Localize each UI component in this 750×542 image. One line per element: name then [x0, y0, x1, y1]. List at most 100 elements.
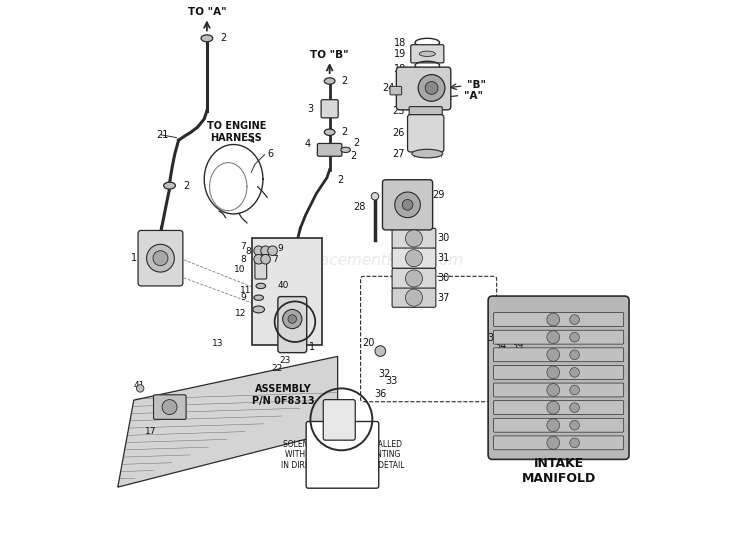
FancyBboxPatch shape	[138, 230, 183, 286]
Text: 17: 17	[145, 427, 156, 436]
Text: "B": "B"	[467, 80, 486, 91]
Circle shape	[402, 199, 413, 210]
Circle shape	[375, 346, 386, 357]
Circle shape	[570, 350, 580, 359]
Text: 13: 13	[212, 339, 223, 347]
Circle shape	[570, 367, 580, 377]
FancyBboxPatch shape	[494, 365, 624, 379]
Ellipse shape	[256, 283, 266, 288]
FancyBboxPatch shape	[488, 296, 629, 460]
Ellipse shape	[201, 35, 213, 42]
Text: TO "B": TO "B"	[310, 50, 349, 60]
FancyBboxPatch shape	[410, 107, 442, 115]
Circle shape	[570, 385, 580, 395]
Text: 29: 29	[433, 190, 445, 199]
Text: 12: 12	[235, 309, 246, 318]
Text: 40: 40	[278, 281, 290, 291]
FancyBboxPatch shape	[494, 330, 624, 344]
Circle shape	[162, 399, 177, 415]
FancyBboxPatch shape	[407, 115, 444, 152]
Circle shape	[547, 384, 560, 396]
FancyBboxPatch shape	[278, 296, 307, 353]
Text: 30: 30	[437, 234, 450, 243]
FancyBboxPatch shape	[392, 268, 436, 288]
Text: 36: 36	[374, 389, 387, 399]
Text: 1: 1	[309, 342, 316, 352]
Text: 2: 2	[350, 151, 356, 162]
Circle shape	[153, 251, 168, 266]
Text: 39: 39	[511, 341, 524, 351]
Text: 26: 26	[392, 128, 405, 138]
Text: 6: 6	[267, 149, 273, 159]
Text: 2: 2	[341, 127, 348, 137]
FancyBboxPatch shape	[321, 100, 338, 118]
Text: ASSEMBLY
P/N 0F8313: ASSEMBLY P/N 0F8313	[252, 384, 314, 405]
Text: 21: 21	[156, 130, 169, 140]
Circle shape	[570, 421, 580, 430]
Circle shape	[254, 246, 263, 255]
FancyBboxPatch shape	[494, 436, 624, 450]
FancyBboxPatch shape	[494, 401, 624, 415]
Text: 27: 27	[392, 149, 405, 159]
Text: 7: 7	[240, 242, 246, 251]
Circle shape	[371, 192, 379, 200]
Text: INTAKE
MANIFOLD: INTAKE MANIFOLD	[521, 457, 596, 485]
Text: 33: 33	[386, 376, 398, 386]
Ellipse shape	[254, 295, 263, 300]
Text: 3: 3	[308, 104, 314, 114]
Text: 2: 2	[183, 180, 189, 191]
Circle shape	[547, 401, 560, 414]
Circle shape	[406, 270, 422, 287]
Text: 8: 8	[240, 255, 246, 264]
Ellipse shape	[324, 78, 335, 84]
Circle shape	[268, 246, 278, 255]
Text: 9: 9	[240, 293, 246, 302]
Text: 18: 18	[394, 64, 406, 74]
Text: 2: 2	[304, 244, 310, 255]
FancyBboxPatch shape	[252, 238, 322, 345]
Text: 31: 31	[437, 253, 450, 263]
Text: 7: 7	[272, 255, 278, 264]
FancyBboxPatch shape	[411, 45, 444, 63]
Text: 19: 19	[394, 49, 406, 59]
Text: 2: 2	[354, 138, 360, 148]
FancyBboxPatch shape	[494, 418, 624, 432]
FancyBboxPatch shape	[494, 313, 624, 326]
Text: 2: 2	[341, 76, 348, 86]
FancyBboxPatch shape	[306, 422, 379, 488]
FancyBboxPatch shape	[392, 228, 436, 249]
Circle shape	[136, 385, 144, 392]
Text: 41: 41	[134, 381, 146, 390]
Ellipse shape	[164, 182, 176, 189]
FancyBboxPatch shape	[396, 67, 451, 110]
Ellipse shape	[412, 150, 442, 158]
Text: 25: 25	[392, 106, 405, 116]
Text: 8: 8	[245, 247, 251, 256]
FancyBboxPatch shape	[390, 86, 402, 95]
Text: 20: 20	[363, 338, 375, 348]
Text: 32: 32	[379, 369, 391, 379]
Text: TO ENGINE
HARNESS: TO ENGINE HARNESS	[206, 121, 266, 143]
FancyBboxPatch shape	[494, 348, 624, 362]
Circle shape	[547, 331, 560, 344]
Circle shape	[570, 315, 580, 324]
Circle shape	[419, 75, 445, 101]
Circle shape	[394, 192, 420, 218]
Text: 22: 22	[271, 364, 282, 373]
Text: SOLENOID MUST BE INSTALLED
WITH FLOW ARROW POINTING
IN DIRECTION SHOWN IN DETAIL: SOLENOID MUST BE INSTALLED WITH FLOW ARR…	[280, 440, 404, 480]
Text: 28: 28	[353, 202, 365, 212]
Text: 2: 2	[220, 33, 226, 43]
Circle shape	[425, 81, 438, 94]
Circle shape	[288, 315, 296, 323]
Circle shape	[570, 438, 580, 448]
FancyBboxPatch shape	[317, 144, 342, 156]
FancyBboxPatch shape	[494, 383, 624, 397]
Text: 34: 34	[494, 341, 506, 351]
Text: 2: 2	[338, 175, 344, 185]
Circle shape	[406, 250, 422, 267]
Circle shape	[547, 436, 560, 449]
Ellipse shape	[253, 306, 265, 313]
Circle shape	[254, 254, 263, 264]
Text: 4: 4	[304, 139, 311, 149]
Text: 9: 9	[278, 244, 284, 253]
